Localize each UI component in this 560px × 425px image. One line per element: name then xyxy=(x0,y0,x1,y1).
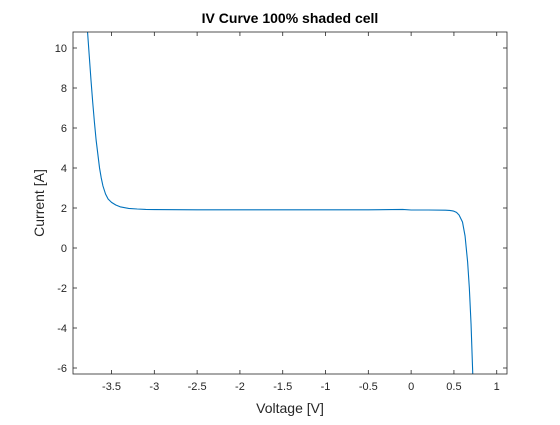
x-tick-label: 0.5 xyxy=(446,381,461,393)
x-tick-label: -2.5 xyxy=(188,381,207,393)
x-tick-label: 1 xyxy=(494,381,500,393)
y-tick-label: 4 xyxy=(61,163,67,175)
x-axis-ticks: -3.5 -3 -2.5 -2 -1.5 -1 -0.5 0 0.5 1 xyxy=(102,32,500,393)
x-axis-label: Voltage [V] xyxy=(256,400,324,416)
axes-box xyxy=(72,31,508,375)
plot-area xyxy=(73,32,507,374)
y-tick-label: -6 xyxy=(57,363,67,375)
y-axis-ticks: -6 -4 -2 0 2 4 6 8 10 xyxy=(55,43,507,375)
x-tick-label: -1.5 xyxy=(273,381,292,393)
x-tick-label: -2 xyxy=(235,381,245,393)
y-tick-label: -4 xyxy=(57,323,67,335)
y-tick-label: 0 xyxy=(61,243,67,255)
x-tick-label: -0.5 xyxy=(359,381,378,393)
x-tick-label: 0 xyxy=(408,381,414,393)
x-tick-label: -1 xyxy=(321,381,331,393)
y-tick-label: 8 xyxy=(61,83,67,95)
x-tick-label: -3.5 xyxy=(102,381,121,393)
y-tick-label: 10 xyxy=(55,43,67,55)
iv-curve-line xyxy=(87,32,474,374)
chart-title: IV Curve 100% shaded cell xyxy=(202,10,379,26)
y-axis-label: Current [A] xyxy=(31,169,47,237)
y-tick-label: -2 xyxy=(57,283,67,295)
y-tick-label: 2 xyxy=(61,203,67,215)
series-layer xyxy=(87,32,474,374)
y-tick-label: 6 xyxy=(61,123,67,135)
x-tick-label: -3 xyxy=(149,381,159,393)
